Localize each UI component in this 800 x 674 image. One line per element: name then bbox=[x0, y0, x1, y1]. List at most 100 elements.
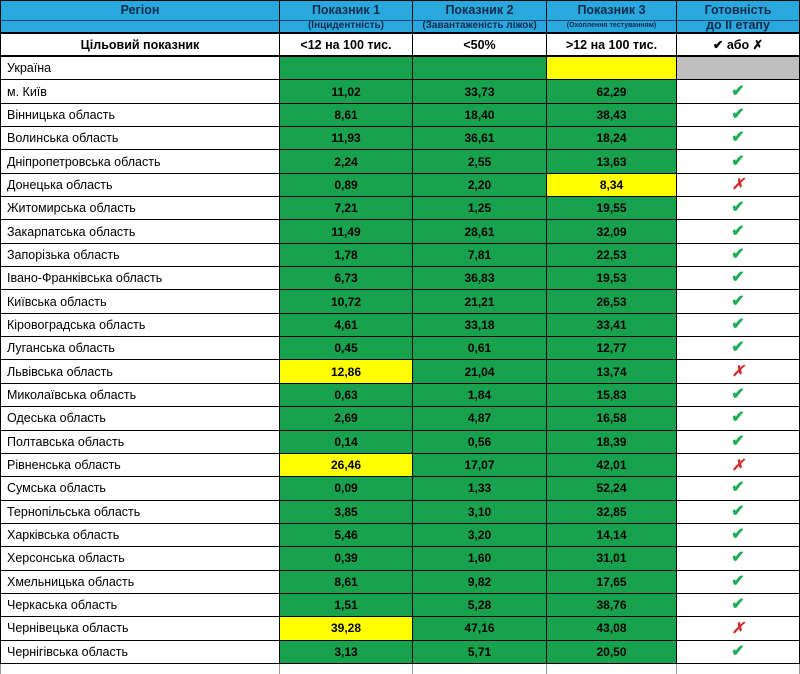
indicator2-cell: 0,56 bbox=[413, 430, 547, 454]
region-cell: Львівська область bbox=[0, 360, 280, 384]
empty-cell bbox=[0, 663, 280, 674]
indicator2-cell: 5,71 bbox=[413, 640, 547, 664]
region-cell: Вінницька область bbox=[0, 103, 280, 128]
indicator1-cell: 12,86 bbox=[280, 360, 413, 384]
region-cell: Рівненська область bbox=[0, 453, 280, 478]
readiness-cell: ✔ bbox=[677, 127, 800, 151]
region-cell: Волинська область bbox=[0, 127, 280, 151]
indicator3-cell: 12,77 bbox=[547, 337, 677, 361]
table-row: Запорізька область 1,78 7,81 22,53 ✔ bbox=[0, 243, 800, 268]
table-row: Україна bbox=[0, 57, 800, 81]
indicator1-cell: 5,46 bbox=[280, 523, 413, 548]
region-cell: Івано-Франківська область bbox=[0, 267, 280, 291]
indicator1-cell: 1,51 bbox=[280, 593, 413, 618]
readiness-cell: ✗ bbox=[677, 453, 800, 478]
header-title-row: Регіон Показник 1 Показник 2 Показник 3 … bbox=[0, 1, 800, 21]
indicator3-cell: 38,43 bbox=[547, 103, 677, 128]
empty-cell bbox=[547, 663, 677, 674]
check-icon: ✔ bbox=[731, 479, 745, 497]
readiness-cell: ✔ bbox=[677, 430, 800, 454]
indicator2-cell: 9,82 bbox=[413, 570, 547, 594]
table-row: Херсонська область 0,39 1,60 31,01 ✔ bbox=[0, 547, 800, 571]
readiness-cell: ✔ bbox=[677, 570, 800, 594]
region-cell: Херсонська область bbox=[0, 547, 280, 571]
indicator3-cell: 8,34 bbox=[547, 173, 677, 198]
region-cell: Чернігівська область bbox=[0, 640, 280, 664]
table-row: Миколаївська область 0,63 1,84 15,83 ✔ bbox=[0, 383, 800, 408]
table-row: Дніпропетровська область 2,24 2,55 13,63… bbox=[0, 150, 800, 174]
indicator3-cell: 42,01 bbox=[547, 453, 677, 478]
readiness-cell: ✔ bbox=[677, 407, 800, 431]
region-cell: Кіровоградська область bbox=[0, 313, 280, 338]
readiness-cell: ✔ bbox=[677, 103, 800, 128]
indicator3-cell: 19,55 bbox=[547, 197, 677, 221]
indicator1-cell: 0,89 bbox=[280, 173, 413, 198]
indicator2-cell: 2,55 bbox=[413, 150, 547, 174]
region-cell: Чернівецька область bbox=[0, 617, 280, 641]
table-row: Київська область 10,72 21,21 26,53 ✔ bbox=[0, 290, 800, 314]
check-icon: ✔ bbox=[731, 549, 745, 567]
table-row: Луганська область 0,45 0,61 12,77 ✔ bbox=[0, 337, 800, 361]
region-cell: Черкаська область bbox=[0, 593, 280, 618]
table-row: Івано-Франківська область 6,73 36,83 19,… bbox=[0, 267, 800, 291]
indicator3-cell: 20,50 bbox=[547, 640, 677, 664]
target-indicator1: <12 на 100 тис. bbox=[280, 34, 413, 57]
table-row: Чернівецька область 39,28 47,16 43,08 ✗ bbox=[0, 617, 800, 641]
header-readiness-subtitle: до II етапу bbox=[677, 21, 800, 34]
header-subtitle-row: (Інцидентність) (Завантаженість ліжок) (… bbox=[0, 21, 800, 34]
table-row: Одеська область 2,69 4,87 16,58 ✔ bbox=[0, 407, 800, 431]
indicator2-cell: 0,61 bbox=[413, 337, 547, 361]
table-row: Закарпатська область 11,49 28,61 32,09 ✔ bbox=[0, 220, 800, 244]
check-icon: ✔ bbox=[731, 315, 745, 333]
table-row: Полтавська область 0,14 0,56 18,39 ✔ bbox=[0, 430, 800, 454]
check-icon: ✔ bbox=[731, 642, 745, 660]
check-icon: ✔ bbox=[731, 129, 745, 147]
check-icon: ✔ bbox=[731, 432, 745, 450]
region-cell: м. Київ bbox=[0, 80, 280, 104]
indicator3-cell: 38,76 bbox=[547, 593, 677, 618]
indicator1-cell: 39,28 bbox=[280, 617, 413, 641]
region-cell: Луганська область bbox=[0, 337, 280, 361]
region-cell: Дніпропетровська область bbox=[0, 150, 280, 174]
header-indicator3: Показник 3 bbox=[547, 1, 677, 21]
table-row: Сумська область 0,09 1,33 52,24 ✔ bbox=[0, 477, 800, 501]
header-indicator2: Показник 2 bbox=[413, 1, 547, 21]
indicator1-cell: 6,73 bbox=[280, 267, 413, 291]
indicator2-cell: 21,04 bbox=[413, 360, 547, 384]
cross-icon: ✗ bbox=[731, 619, 745, 637]
table-row: Донецька область 0,89 2,20 8,34 ✗ bbox=[0, 173, 800, 198]
indicator3-cell: 32,85 bbox=[547, 500, 677, 524]
check-icon: ✔ bbox=[731, 385, 745, 403]
check-icon: ✔ bbox=[731, 199, 745, 217]
cross-icon: ✗ bbox=[731, 456, 745, 474]
indicator2-cell: 21,21 bbox=[413, 290, 547, 314]
indicator2-cell: 17,07 bbox=[413, 453, 547, 478]
table-row: Кіровоградська область 4,61 33,18 33,41 … bbox=[0, 313, 800, 338]
readiness-cell: ✔ bbox=[677, 197, 800, 221]
indicator3-cell: 15,83 bbox=[547, 383, 677, 408]
indicator2-cell: 5,28 bbox=[413, 593, 547, 618]
indicator3-cell: 18,24 bbox=[547, 127, 677, 151]
indicator3-cell: 31,01 bbox=[547, 547, 677, 571]
indicator1-cell: 0,63 bbox=[280, 383, 413, 408]
indicator2-cell: 36,61 bbox=[413, 127, 547, 151]
header-indicator1-subtitle: (Інцидентність) bbox=[280, 21, 413, 34]
table-row: Тернопільська область 3,85 3,10 32,85 ✔ bbox=[0, 500, 800, 524]
check-icon: ✔ bbox=[731, 596, 745, 614]
empty-cell bbox=[280, 663, 413, 674]
readiness-cell: ✔ bbox=[677, 80, 800, 104]
indicator1-cell: 0,39 bbox=[280, 547, 413, 571]
indicator3-cell: 13,63 bbox=[547, 150, 677, 174]
region-cell: Одеська область bbox=[0, 407, 280, 431]
readiness-cell: ✗ bbox=[677, 360, 800, 384]
check-icon: ✔ bbox=[731, 105, 745, 123]
indicator2-cell: 47,16 bbox=[413, 617, 547, 641]
readiness-cell: ✔ bbox=[677, 290, 800, 314]
table-row: Львівська область 12,86 21,04 13,74 ✗ bbox=[0, 360, 800, 384]
indicator3-cell: 22,53 bbox=[547, 243, 677, 268]
region-cell: Полтавська область bbox=[0, 430, 280, 454]
readiness-cell: ✔ bbox=[677, 150, 800, 174]
indicator3-cell: 33,41 bbox=[547, 313, 677, 338]
data-rows: Україна м. Київ 11,02 33,73 62,29 ✔ Вінн… bbox=[0, 57, 800, 664]
